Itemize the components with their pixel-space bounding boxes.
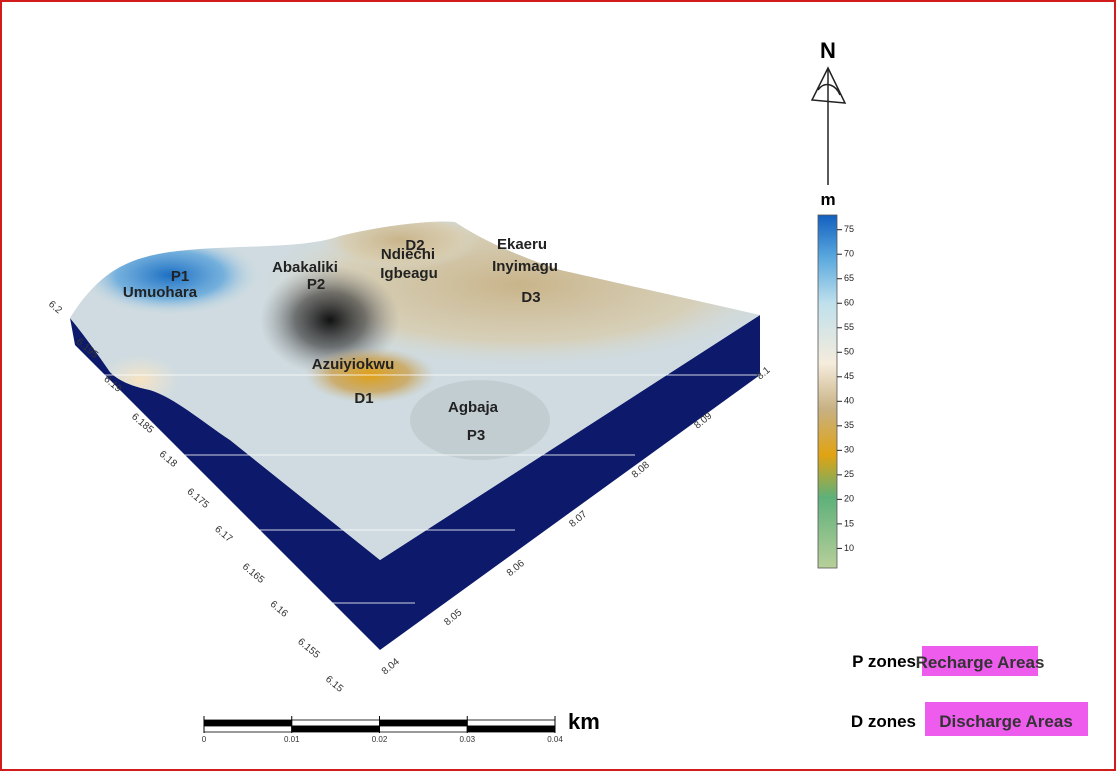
colorbar-tick-label: 10 <box>844 543 854 553</box>
legend: P zones Recharge Areas D zones Discharge… <box>851 646 1088 736</box>
scale-segment <box>204 726 292 732</box>
scale-tick-label: 0.02 <box>372 735 388 744</box>
colorbar-tick-label: 35 <box>844 420 854 430</box>
scale-tick-label: 0.03 <box>459 735 475 744</box>
zone-label: D3 <box>521 289 540 306</box>
axis-label: 6.175 <box>185 486 212 511</box>
colorbar-tick-label: 60 <box>844 298 854 308</box>
scale-tick-label: 0 <box>202 735 207 744</box>
scale-unit: km <box>568 709 600 734</box>
scale-segment <box>380 720 468 726</box>
place-label: Ndiechi <box>381 246 435 263</box>
axis-label: 8.05 <box>442 607 464 628</box>
axis-label: 6.2 <box>46 299 64 317</box>
scale-tick-label: 0.04 <box>547 735 563 744</box>
scale-segment <box>467 726 555 732</box>
scale-segment <box>292 720 380 726</box>
place-label: Azuiyiokwu <box>312 356 395 373</box>
legend-key: P zones <box>852 652 916 671</box>
colorbar-tick-label: 50 <box>844 347 854 357</box>
scale-segment <box>467 720 555 726</box>
colorbar-tick-label: 45 <box>844 371 854 381</box>
axis-label: 6.155 <box>295 636 322 661</box>
north-arrow: N <box>812 38 845 185</box>
axis-label: 6.165 <box>240 561 267 586</box>
scale-bar: km 0 0.01 0.02 0.03 0.04 <box>202 709 600 744</box>
colorbar-tick-label: 70 <box>844 249 854 259</box>
axis-label: 8.04 <box>380 656 402 677</box>
north-label: N <box>820 38 836 63</box>
zone-label: P2 <box>307 276 325 293</box>
legend-key: D zones <box>851 712 916 731</box>
axis-label: 6.15 <box>323 674 345 695</box>
legend-label: Discharge Areas <box>939 712 1073 731</box>
colorbar-tick-label: 20 <box>844 494 854 504</box>
colorbar-tick-label: 75 <box>844 224 854 234</box>
colorbar-ramp <box>818 215 837 568</box>
scale-segment <box>380 726 468 732</box>
colorbar-unit: m <box>820 190 835 209</box>
place-label: Ekaeru <box>497 236 547 253</box>
zone-label: P1 <box>171 268 189 285</box>
colorbar-tick-label: 15 <box>844 518 854 528</box>
colorbar-tick-label: 65 <box>844 273 854 283</box>
colorbar-tick-label: 30 <box>844 445 854 455</box>
colorbar-tick-label: 40 <box>844 396 854 406</box>
scale-tick-label: 0.01 <box>284 735 300 744</box>
map-page: P1 Umuohara Abakaliki P2 D2 Ndiechi Igbe… <box>0 0 1116 771</box>
axis-label: 6.18 <box>157 449 179 470</box>
colorbar: m 10 15 20 25 30 35 40 45 50 55 60 65 70 75 <box>818 190 854 568</box>
scale-segment <box>292 726 380 732</box>
zone-label: D1 <box>354 390 373 407</box>
place-label: Inyimagu <box>492 258 558 275</box>
axis-label: 8.06 <box>505 558 527 579</box>
place-label: Umuohara <box>123 284 198 301</box>
zone-label: P3 <box>467 427 485 444</box>
colorbar-tick-label: 55 <box>844 322 854 332</box>
place-label: Agbaja <box>448 399 499 416</box>
legend-label: Recharge Areas <box>916 653 1045 672</box>
place-label: Abakaliki <box>272 259 338 276</box>
axis-label: 6.17 <box>212 524 234 545</box>
place-label: Igbeagu <box>380 265 438 282</box>
colorbar-tick-label: 25 <box>844 469 854 479</box>
scale-segment <box>204 720 292 726</box>
axis-label: 6.16 <box>268 599 290 620</box>
